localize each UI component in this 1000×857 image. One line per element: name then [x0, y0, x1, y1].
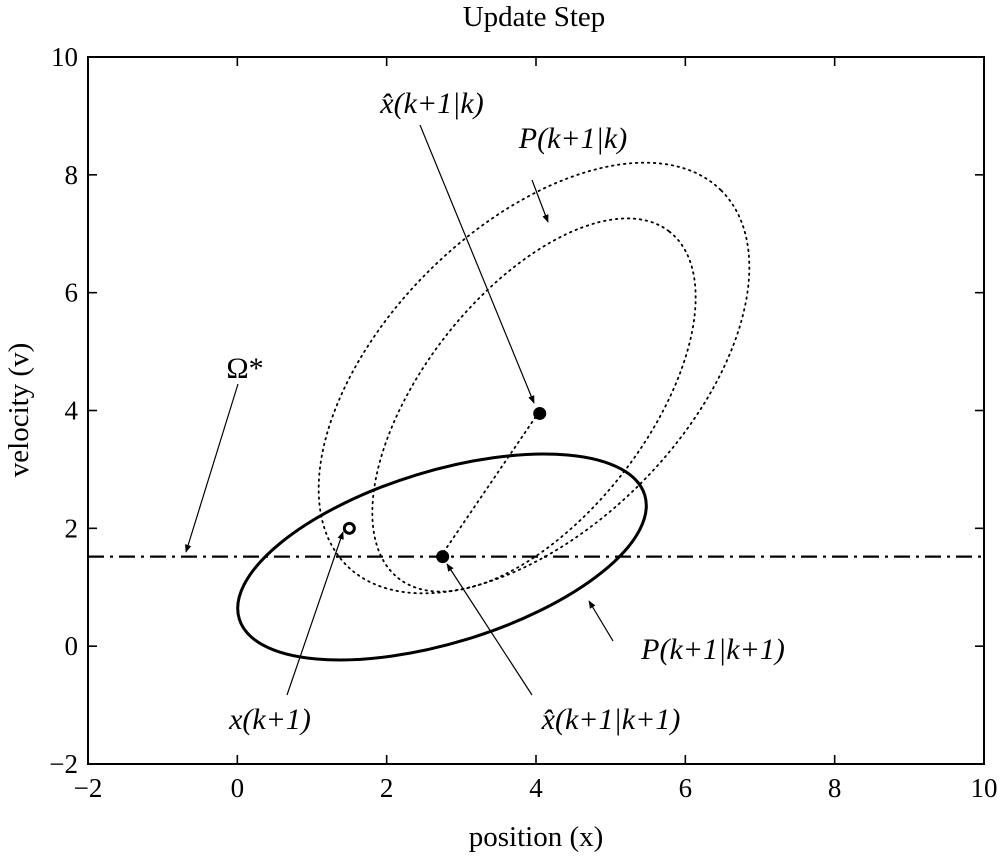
- x-tick-label: 2: [380, 773, 394, 803]
- y-tick-label: 2: [65, 513, 79, 543]
- arrow-prior-covariance: [531, 179, 549, 223]
- x-tick-label: 0: [231, 773, 245, 803]
- y-tick-label: −2: [49, 749, 78, 779]
- x-axis-title: position (x): [469, 821, 604, 853]
- y-tick-label: 0: [65, 631, 79, 661]
- chart-title: Update Step: [463, 1, 606, 33]
- label-posterior-covariance: P(k+1|k+1): [640, 633, 785, 666]
- y-axis-title: velocity (v): [3, 343, 35, 477]
- axis-ticks: −2 0 2 4 6 8 10 −2 0 2 4 6 8 10: [49, 42, 997, 803]
- label-x-hat-post: x̂(k+1|k+1): [541, 703, 681, 736]
- label-x-hat-prior: x̂(k+1|k): [379, 87, 483, 120]
- y-tick-label: 8: [65, 160, 79, 190]
- data-points: [342, 406, 547, 564]
- point-x-hat-prior: [533, 406, 547, 420]
- arrow-x-hat-prior: [419, 124, 535, 404]
- y-tick-label: 10: [51, 42, 78, 72]
- label-omega: Ω*: [226, 352, 263, 385]
- label-x-true: x(k+1): [228, 703, 311, 736]
- arrow-posterior-covariance: [588, 600, 614, 642]
- annotation-arrows: [185, 124, 614, 696]
- label-prior-covariance: P(k+1|k): [518, 122, 627, 155]
- x-tick-label: 8: [828, 773, 842, 803]
- arrow-x-hat-post: [446, 563, 533, 696]
- prior-covariance-outer-ellipse: [317, 161, 751, 595]
- point-x-hat-post: [436, 550, 450, 564]
- y-tick-label: 4: [65, 396, 79, 426]
- y-tick-label: 6: [65, 278, 79, 308]
- estimate-projection-line: [440, 411, 540, 557]
- x-tick-label: −2: [74, 773, 103, 803]
- x-tick-label: 4: [529, 773, 543, 803]
- arrow-omega: [185, 383, 239, 553]
- covariance-ellipses: [236, 161, 751, 662]
- prior-covariance-inner-ellipse: [371, 217, 697, 593]
- arrow-x-true: [286, 531, 344, 696]
- x-tick-label: 10: [971, 773, 998, 803]
- posterior-covariance-ellipse: [236, 452, 648, 662]
- point-x-true: [342, 521, 356, 535]
- x-tick-label: 6: [679, 773, 693, 803]
